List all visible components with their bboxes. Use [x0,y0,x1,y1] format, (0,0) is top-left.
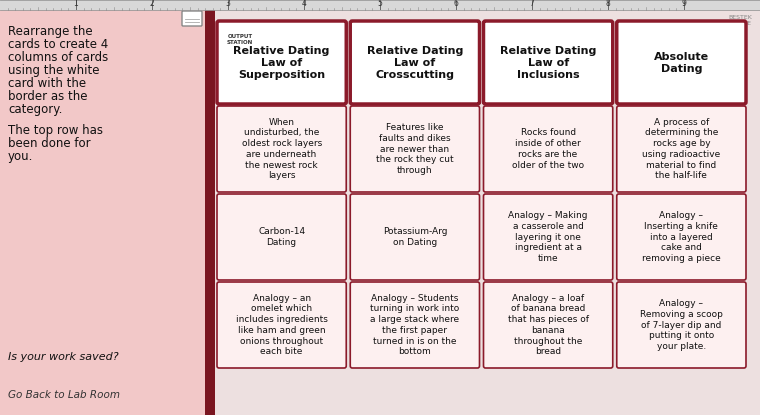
Text: 6: 6 [454,0,458,8]
Text: columns of cards: columns of cards [8,51,108,64]
Text: Analogy – a loaf
of banana bread
that has pieces of
banana
throughout the
bread: Analogy – a loaf of banana bread that ha… [508,294,589,356]
FancyBboxPatch shape [350,106,480,192]
Text: been done for: been done for [8,137,90,150]
Text: cards to create 4: cards to create 4 [8,38,108,51]
Text: 2: 2 [150,0,154,8]
Text: Go Back to Lab Room: Go Back to Lab Room [8,390,120,400]
Text: Features like
faults and dikes
are newer than
the rock they cut
through: Features like faults and dikes are newer… [376,123,454,175]
Text: 9: 9 [682,0,686,8]
FancyBboxPatch shape [217,106,347,192]
Text: Rearrange the: Rearrange the [8,25,93,38]
FancyBboxPatch shape [350,21,480,104]
Text: category.: category. [8,103,62,116]
FancyBboxPatch shape [483,282,613,368]
Text: Potassium-Arg
on Dating: Potassium-Arg on Dating [382,227,447,247]
FancyBboxPatch shape [0,0,760,10]
Text: 8: 8 [606,0,610,8]
FancyBboxPatch shape [182,11,202,26]
FancyBboxPatch shape [617,282,746,368]
Text: Analogy –
Inserting a knife
into a layered
cake and
removing a piece: Analogy – Inserting a knife into a layer… [642,211,720,263]
Text: 5: 5 [378,0,382,8]
Circle shape [224,23,256,55]
FancyBboxPatch shape [483,194,613,280]
FancyBboxPatch shape [617,106,746,192]
Text: When
undisturbed, the
oldest rock layers
are underneath
the newest rock
layers: When undisturbed, the oldest rock layers… [242,117,321,181]
Text: you.: you. [8,150,33,163]
Circle shape [226,25,254,53]
FancyBboxPatch shape [217,194,347,280]
Text: card with the: card with the [8,77,86,90]
Text: using the white: using the white [8,64,100,77]
Text: 4: 4 [302,0,306,8]
Text: border as the: border as the [8,90,87,103]
Text: Analogy – Students
turning in work into
a large stack where
the first paper
turn: Analogy – Students turning in work into … [370,294,460,356]
FancyBboxPatch shape [617,194,746,280]
FancyBboxPatch shape [483,21,613,104]
FancyBboxPatch shape [483,106,613,192]
Text: STATION: STATION [227,39,253,44]
Text: Analogy – Making
a casserole and
layering it one
ingredient at a
time: Analogy – Making a casserole and layerin… [508,211,588,263]
Text: Organize It!: Organize It! [386,25,554,49]
Text: OUTPUT: OUTPUT [227,34,252,39]
Circle shape [222,21,258,57]
Text: BESTEK
SCIENCE: BESTEK SCIENCE [725,15,752,26]
Text: 7: 7 [530,0,534,8]
FancyBboxPatch shape [350,194,480,280]
Text: Rocks found
inside of other
rocks are the
older of the two: Rocks found inside of other rocks are th… [512,128,584,170]
Text: Relative Dating
Law of
Superposition: Relative Dating Law of Superposition [233,46,330,80]
Text: 3: 3 [226,0,230,8]
FancyBboxPatch shape [0,10,205,415]
FancyBboxPatch shape [617,21,746,104]
Text: A process of
determining the
rocks age by
using radioactive
material to find
the: A process of determining the rocks age b… [642,117,720,181]
FancyBboxPatch shape [205,10,215,415]
Text: 1: 1 [74,0,78,8]
Text: Analogy –
Removing a scoop
of 7-layer dip and
putting it onto
your plate.: Analogy – Removing a scoop of 7-layer di… [640,299,723,351]
Text: Is your work saved?: Is your work saved? [8,352,119,362]
FancyBboxPatch shape [217,282,347,368]
Text: Absolute
Dating: Absolute Dating [654,51,709,73]
FancyBboxPatch shape [217,21,347,104]
Text: Carbon-14
Dating: Carbon-14 Dating [258,227,306,247]
FancyBboxPatch shape [350,282,480,368]
Text: Relative Dating
Law of
Inclusions: Relative Dating Law of Inclusions [500,46,597,80]
Text: Relative Dating
Law of
Crosscutting: Relative Dating Law of Crosscutting [366,46,463,80]
Text: The top row has: The top row has [8,124,103,137]
Text: Analogy – an
omelet which
includes ingredients
like ham and green
onions through: Analogy – an omelet which includes ingre… [236,294,328,356]
